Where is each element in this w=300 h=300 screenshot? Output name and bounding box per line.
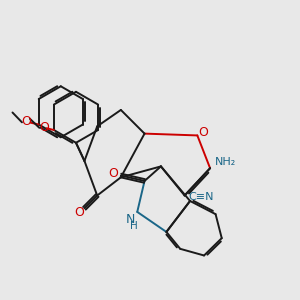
Text: O: O (109, 167, 118, 180)
Text: H: H (130, 221, 138, 231)
Text: NH₂: NH₂ (215, 157, 236, 167)
Text: O: O (74, 206, 84, 219)
Text: N: N (125, 213, 135, 226)
Text: O: O (21, 116, 31, 128)
Text: O: O (198, 126, 208, 139)
Text: C≡N: C≡N (188, 192, 214, 202)
Text: O: O (39, 121, 49, 134)
